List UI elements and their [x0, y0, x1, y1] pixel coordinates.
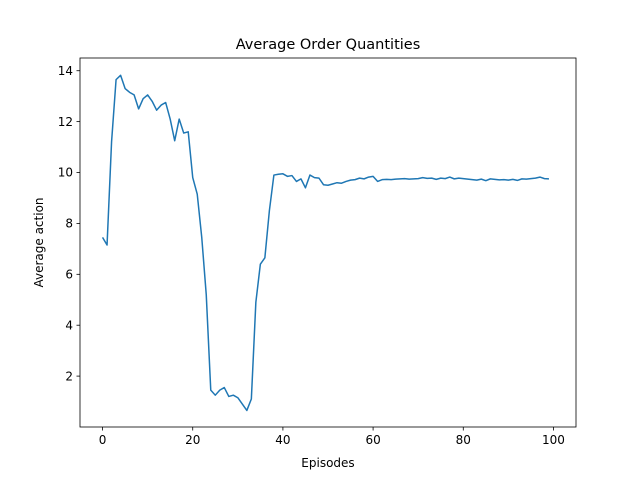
x-tick-label: 60 [365, 433, 380, 447]
y-tick-label: 6 [65, 268, 73, 282]
x-tick-label: 100 [542, 433, 565, 447]
x-tick-label: 80 [456, 433, 471, 447]
x-tick-label: 40 [275, 433, 290, 447]
y-tick-label: 8 [65, 217, 73, 231]
chart-title: Average Order Quantities [236, 37, 421, 53]
y-tick-label: 10 [58, 166, 73, 180]
x-axis-label: Episodes [301, 456, 354, 470]
y-tick-label: 2 [65, 369, 73, 383]
y-axis: 2 4 6 8 10 12 14 [58, 64, 80, 383]
y-tick-label: 4 [65, 318, 73, 332]
series-line [101, 74, 549, 412]
plot-frame [79, 57, 577, 428]
y-tick-label: 14 [58, 64, 73, 78]
x-tick-label: 20 [185, 433, 200, 447]
y-tick-label: 12 [58, 115, 73, 129]
y-axis-label: Average action [32, 197, 46, 287]
x-tick-label: 0 [99, 433, 107, 447]
x-axis: 0 20 40 60 80 100 [99, 427, 565, 447]
